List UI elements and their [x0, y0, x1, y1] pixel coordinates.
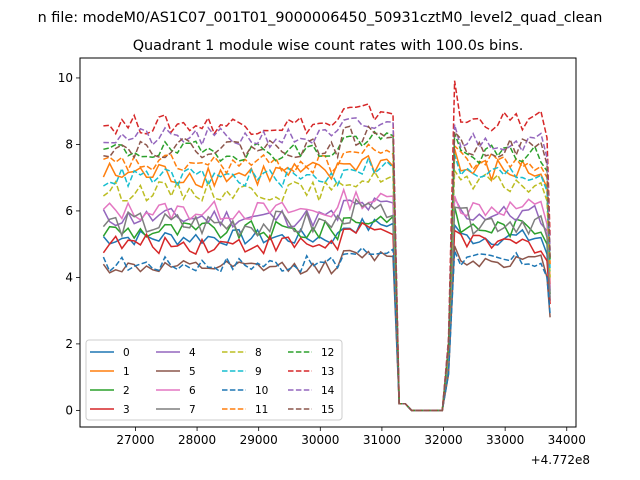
x-offset-label: +4.772e8 — [531, 453, 590, 467]
x-tick-label: 28000 — [178, 433, 216, 447]
legend-box — [85, 339, 343, 421]
series-line-3 — [102, 221, 551, 412]
legend-label-3: 3 — [123, 404, 130, 416]
legend-label-2: 2 — [123, 385, 130, 397]
legend-label-14: 14 — [321, 385, 335, 397]
x-tick-label: 32000 — [424, 433, 462, 447]
x-tick-label: 29000 — [240, 433, 278, 447]
series-line-10 — [102, 246, 551, 412]
series-line-0 — [102, 217, 551, 412]
series-line-7 — [102, 197, 551, 412]
x-tick-label: 33000 — [486, 433, 524, 447]
legend-label-0: 0 — [123, 347, 130, 359]
legend-label-15: 15 — [321, 404, 334, 416]
figure-title: n file: modeM0/AS1C07_001T01_9000006450_… — [38, 10, 603, 26]
legend-label-11: 11 — [255, 404, 268, 416]
legend-label-7: 7 — [189, 404, 196, 416]
y-tick-label: 4 — [65, 270, 73, 284]
legend-label-5: 5 — [189, 366, 196, 378]
series-line-13 — [103, 80, 551, 412]
legend-label-4: 4 — [189, 347, 196, 359]
legend-label-13: 13 — [321, 366, 334, 378]
y-tick-label: 6 — [65, 204, 73, 218]
y-tick-label: 8 — [65, 137, 73, 151]
series-line-12 — [103, 130, 551, 412]
series-line-9 — [103, 154, 551, 412]
x-tick-label: 31000 — [363, 433, 401, 447]
ticks-layer: 27000 28000 29000 30000 31000 32000 33000 34000… — [58, 71, 586, 447]
y-tick-label: 10 — [58, 71, 73, 85]
x-tick-label: 34000 — [548, 433, 586, 447]
series-line-5 — [102, 245, 551, 412]
legend-label-8: 8 — [255, 347, 262, 359]
x-tick-label: 30000 — [301, 433, 339, 447]
legend-label-1: 1 — [123, 366, 130, 378]
series-line-6 — [102, 187, 551, 412]
x-tick-label: 27000 — [116, 433, 154, 447]
legend-label-9: 9 — [255, 366, 262, 378]
plot-title: Quadrant 1 module wise count rates with … — [133, 38, 524, 54]
series-layer — [102, 80, 551, 412]
legend-label-10: 10 — [255, 385, 268, 397]
series-line-15 — [103, 125, 551, 412]
plot-frame — [79, 57, 577, 428]
legend-label-12: 12 — [321, 347, 334, 359]
y-tick-label: 0 — [65, 403, 73, 417]
y-tick-label: 2 — [65, 337, 73, 351]
legend-label-6: 6 — [189, 385, 196, 397]
